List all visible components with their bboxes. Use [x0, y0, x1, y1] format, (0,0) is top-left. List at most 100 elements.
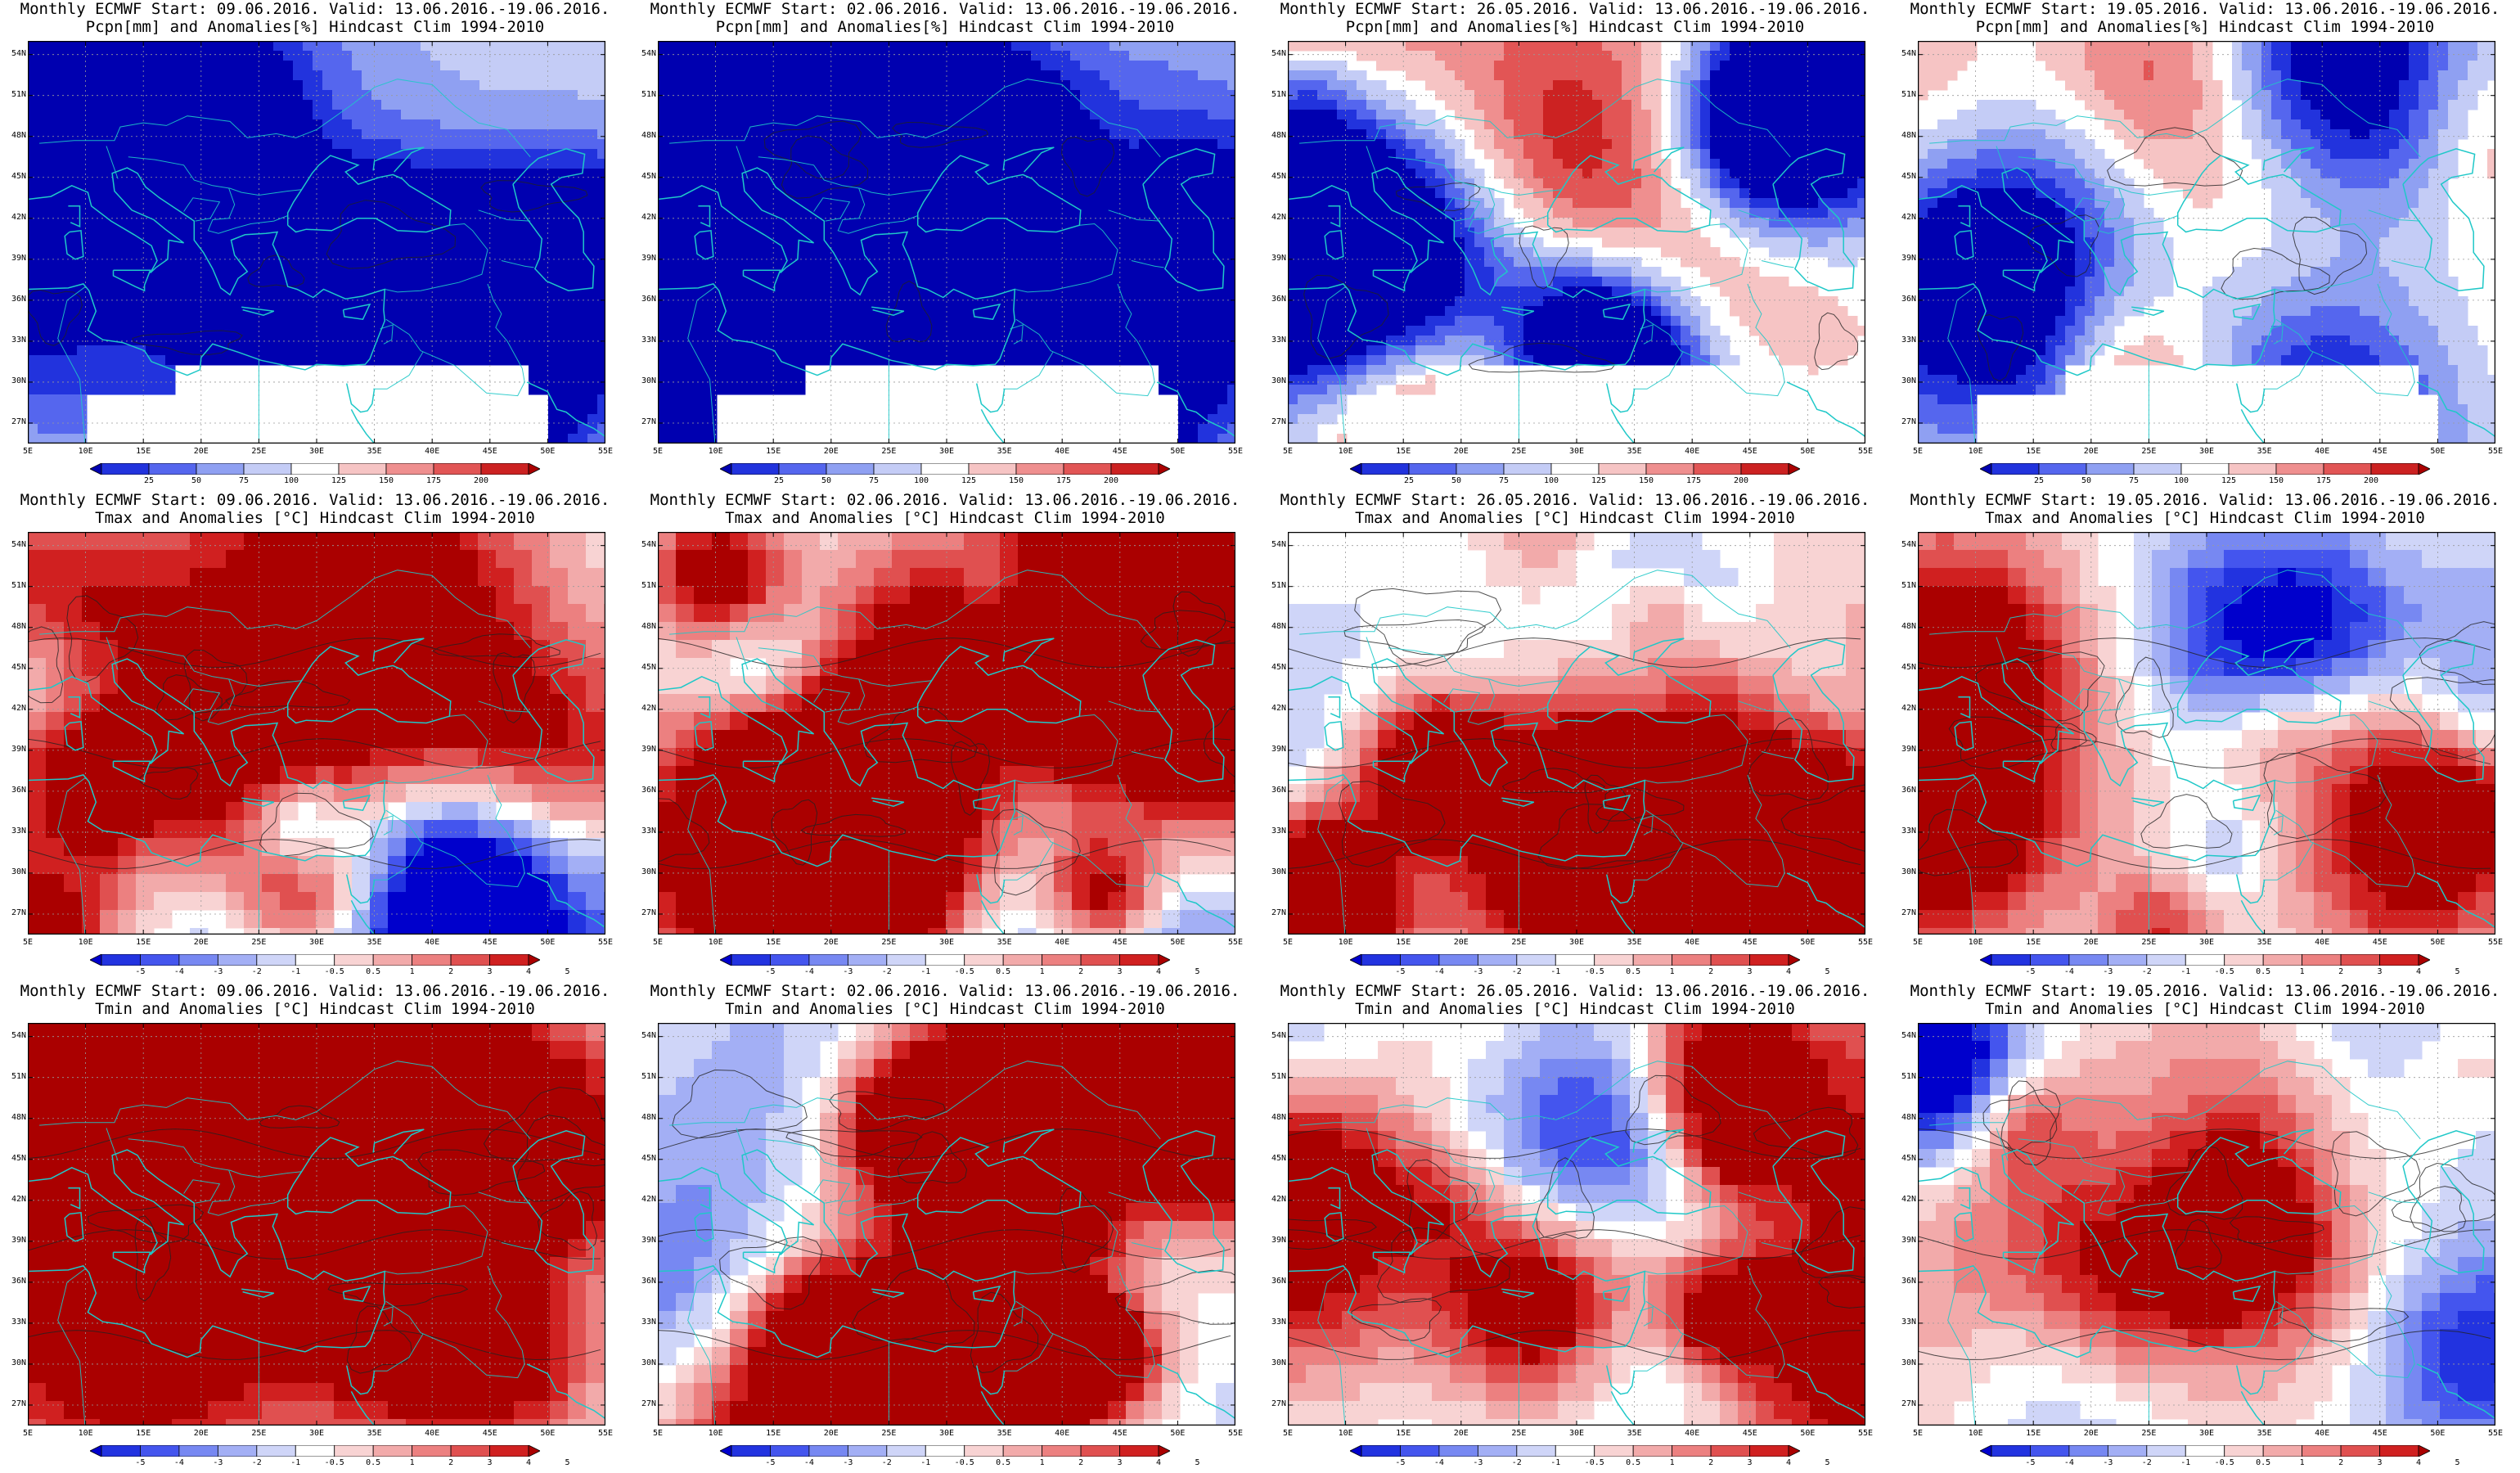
- longitude-label: 30E: [1568, 1429, 1585, 1438]
- colorbar-label: -0.5: [1584, 967, 1604, 976]
- graticule: [1288, 1023, 1865, 1426]
- longitude-label: 15E: [1396, 1429, 1411, 1438]
- longitude-label: 30E: [2198, 938, 2215, 947]
- longitude-label: 50E: [1800, 1429, 1816, 1438]
- latitude-label: 36N: [1901, 785, 1916, 795]
- panel-subtitle: Tmin and Anomalies [°C] Hindcast Clim 19…: [95, 1000, 535, 1018]
- country-borders: [1299, 79, 1794, 444]
- colorbar-label: 0.5: [366, 1458, 381, 1467]
- anomaly-map: [658, 41, 1235, 444]
- latitude-label: 27N: [641, 417, 656, 426]
- longitude-label: 25E: [881, 938, 897, 947]
- colorbar-label: 75: [1498, 476, 1510, 485]
- panel-title: Monthly ECMWF Start: 02.06.2016. Valid: …: [650, 491, 1240, 509]
- longitude-label: 55E: [1857, 938, 1874, 947]
- longitude-label: 45E: [2372, 938, 2387, 947]
- latitude-label: 30N: [641, 1358, 656, 1367]
- country-borders: [669, 79, 1164, 444]
- longitude-label: 45E: [1742, 938, 1757, 947]
- country-borders: [1299, 570, 1794, 935]
- anomaly-map: [1288, 41, 1865, 444]
- colorbar-label: -1: [1550, 967, 1561, 976]
- colorbar-label: -2: [881, 1458, 892, 1467]
- colorbar-label: -4: [1433, 967, 1444, 976]
- colorbar-label: 75: [238, 476, 250, 485]
- colorbar: [1350, 463, 1800, 475]
- colorbar-label: 0.5: [996, 1458, 1011, 1467]
- longitude-label: 5E: [1912, 1429, 1924, 1438]
- contour-lines: [658, 591, 1235, 896]
- colorbar-label: 3: [2377, 967, 2383, 976]
- colorbar-label: -5: [765, 1458, 776, 1467]
- longitude-label: 20E: [193, 447, 209, 456]
- colorbar-label: 0.5: [2256, 1458, 2271, 1467]
- latitude-label: 30N: [1901, 376, 1916, 385]
- colorbar-label: 125: [331, 476, 347, 485]
- latitude-label: 54N: [641, 539, 656, 549]
- longitude-label: 5E: [1282, 938, 1294, 947]
- latitude-label: 30N: [11, 376, 26, 385]
- longitude-label: 30E: [938, 447, 955, 456]
- latitude-label: 27N: [641, 908, 656, 917]
- panel-subtitle: Pcpn[mm] and Anomalies[%] Hindcast Clim …: [1345, 18, 1805, 36]
- map-panel: Monthly ECMWF Start: 26.05.2016. Valid: …: [1260, 491, 1890, 982]
- colorbar-label: 175: [425, 476, 442, 485]
- colorbar-label: 3: [2377, 1458, 2383, 1467]
- colorbar-label: -2: [1511, 967, 1522, 976]
- map-panel: Monthly ECMWF Start: 09.06.2016. Valid: …: [0, 0, 630, 491]
- latitude-label: 45N: [1271, 171, 1286, 181]
- latitude-label: 39N: [11, 253, 26, 263]
- anomaly-map: [658, 1023, 1235, 1426]
- colorbar-label: 1: [1669, 1458, 1675, 1467]
- latitude-label: 48N: [641, 1112, 656, 1122]
- latitude-label: 42N: [1271, 703, 1286, 713]
- longitude-label: 15E: [2026, 938, 2041, 947]
- colorbar-label: 2: [1708, 967, 1714, 976]
- latitude-label: 30N: [641, 376, 656, 385]
- colorbar-label: 150: [1638, 476, 1654, 485]
- anomaly-shading: [658, 532, 1235, 935]
- panel-subtitle: Tmax and Anomalies [°C] Hindcast Clim 19…: [1355, 509, 1795, 527]
- colorbar-label: 150: [1008, 476, 1024, 485]
- coastlines: [658, 146, 1235, 444]
- latitude-label: 42N: [1901, 703, 1916, 713]
- latitude-label: 48N: [11, 621, 26, 631]
- longitude-label: 25E: [881, 447, 897, 456]
- latitude-label: 39N: [1271, 1235, 1286, 1245]
- latitude-label: 39N: [11, 1235, 26, 1245]
- anomaly-map: [1918, 41, 2495, 444]
- colorbar-label: 50: [191, 476, 202, 485]
- longitude-label: 30E: [2198, 447, 2215, 456]
- country-borders: [1929, 79, 2424, 444]
- colorbar-label: -4: [1433, 1458, 1444, 1467]
- colorbar-label: 0.5: [996, 967, 1011, 976]
- latitude-label: 45N: [1901, 662, 1916, 672]
- colorbar-label: -0.5: [324, 1458, 344, 1467]
- latitude-label: 45N: [1271, 1153, 1286, 1163]
- colorbar: [1980, 954, 2430, 966]
- longitude-label: 20E: [2083, 447, 2099, 456]
- latitude-label: 33N: [641, 826, 656, 836]
- longitude-label: 15E: [1396, 447, 1411, 456]
- longitude-label: 50E: [540, 938, 556, 947]
- latitude-label: 36N: [11, 1276, 26, 1286]
- panel-subtitle: Tmin and Anomalies [°C] Hindcast Clim 19…: [1355, 1000, 1795, 1018]
- contour-lines: [658, 1069, 1235, 1374]
- colorbar: [720, 1445, 1170, 1457]
- longitude-label: 5E: [1282, 447, 1294, 456]
- latitude-label: 51N: [1271, 89, 1286, 99]
- longitude-label: 35E: [1627, 938, 1642, 947]
- graticule: [1288, 532, 1865, 935]
- colorbar-label: 50: [821, 476, 832, 485]
- latitude-label: 45N: [641, 662, 656, 672]
- longitude-label: 55E: [2487, 938, 2504, 947]
- longitude-label: 50E: [540, 447, 556, 456]
- colorbar-label: 0.5: [366, 967, 381, 976]
- colorbar-label: -3: [843, 967, 853, 976]
- colorbar-label: 100: [1543, 476, 1559, 485]
- colorbar-label: 2: [2338, 967, 2344, 976]
- graticule: [28, 1023, 605, 1426]
- panel-title: Monthly ECMWF Start: 19.05.2016. Valid: …: [1910, 982, 2500, 1000]
- colorbar-label: 3: [1117, 1458, 1123, 1467]
- longitude-label: 50E: [1800, 447, 1816, 456]
